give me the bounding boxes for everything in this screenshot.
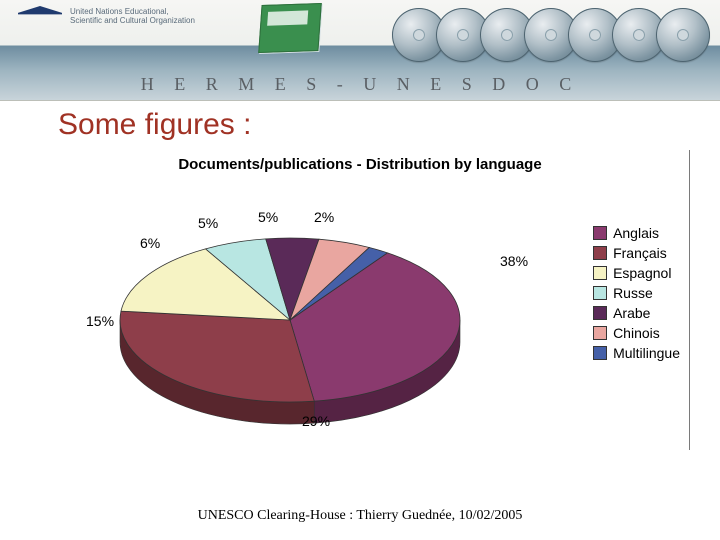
legend-item-multilingue: Multilingue	[593, 345, 680, 361]
legend: Anglais Français Espagnol Russe Arabe Chinois…	[593, 225, 680, 365]
pct-label-espagnol: 15%	[86, 313, 114, 329]
legend-label: Chinois	[613, 325, 660, 341]
legend-item-chinois: Chinois	[593, 325, 680, 341]
book-icon	[258, 3, 322, 53]
legend-item-espagnol: Espagnol	[593, 265, 680, 281]
legend-label: Espagnol	[613, 265, 671, 281]
pie-chart: 38%29%15%6%5%5%2%	[80, 195, 490, 445]
pct-label-multilingue: 2%	[314, 209, 334, 225]
pct-label-chinois: 5%	[258, 209, 278, 225]
footer-text: UNESCO Clearing-House : Thierry Guednée,…	[0, 508, 720, 524]
legend-item-russe: Russe	[593, 285, 680, 301]
legend-item-arabe: Arabe	[593, 305, 680, 321]
pct-label-francais: 29%	[302, 413, 330, 429]
legend-swatch	[593, 346, 607, 360]
legend-swatch	[593, 286, 607, 300]
legend-swatch	[593, 246, 607, 260]
pct-label-russe: 6%	[140, 235, 160, 251]
unesco-logo-block: United Nations Educational, Scientific a…	[18, 6, 195, 44]
pie-slice-francais	[120, 311, 314, 402]
legend-item-anglais: Anglais	[593, 225, 680, 241]
cd-stack-icon	[402, 8, 710, 62]
header-band: United Nations Educational, Scientific a…	[0, 0, 720, 101]
site-title: H E R M E S - U N E S D O C	[0, 74, 720, 95]
unesco-tag-line2: Scientific and Cultural Organization	[70, 16, 195, 25]
legend-label: Arabe	[613, 305, 650, 321]
legend-label: Français	[613, 245, 667, 261]
unesco-tagline: United Nations Educational, Scientific a…	[70, 8, 195, 26]
unesco-tag-line1: United Nations Educational,	[70, 7, 169, 16]
vertical-rule	[689, 150, 690, 450]
legend-swatch	[593, 266, 607, 280]
pct-label-anglais: 38%	[500, 253, 528, 269]
legend-item-francais: Français	[593, 245, 680, 261]
legend-label: Russe	[613, 285, 653, 301]
chart-title: Documents/publications - Distribution by…	[0, 156, 720, 173]
slide-title: Some figures :	[58, 108, 251, 142]
legend-label: Anglais	[613, 225, 659, 241]
unesco-temple-icon	[18, 6, 62, 44]
legend-swatch	[593, 226, 607, 240]
legend-label: Multilingue	[613, 345, 680, 361]
disc-icon	[656, 8, 710, 62]
legend-swatch	[593, 326, 607, 340]
legend-swatch	[593, 306, 607, 320]
pie-svg	[80, 195, 490, 455]
pct-label-arabe: 5%	[198, 215, 218, 231]
